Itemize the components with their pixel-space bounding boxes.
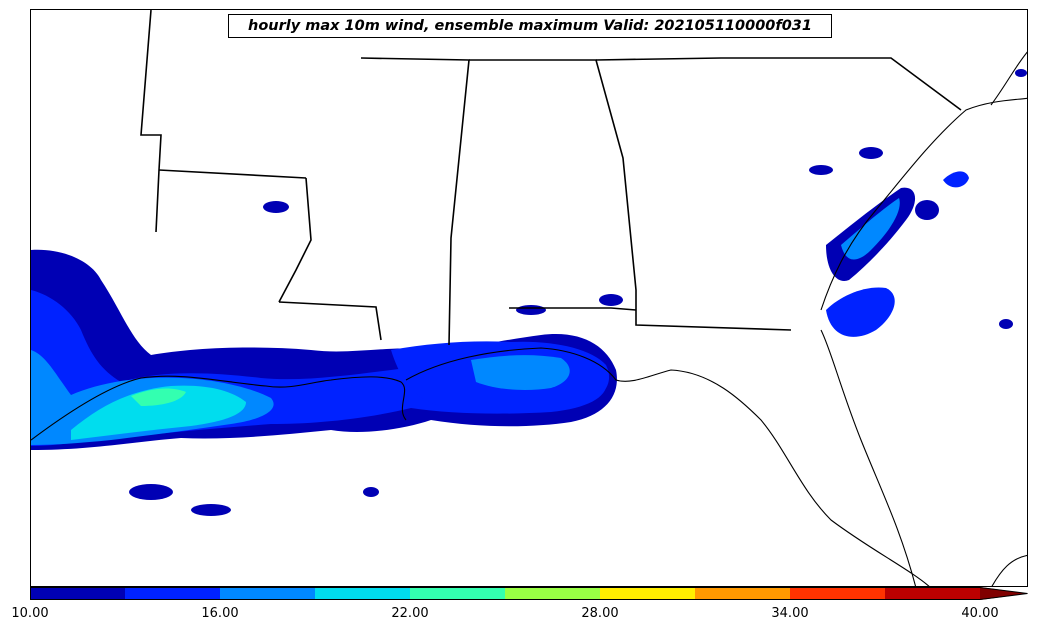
map-canvas — [31, 10, 1027, 586]
colorbar-tick-label: 22.00 — [391, 606, 429, 621]
colorbar-tick-label: 16.00 — [201, 606, 239, 621]
wind-contours — [31, 69, 1027, 516]
colorbar-outline — [30, 587, 1028, 600]
colorbar-segment — [600, 587, 696, 600]
coastline — [31, 51, 1027, 586]
colorbar-extend-arrow — [980, 587, 1028, 600]
colorbar-segment — [220, 587, 316, 600]
colorbar-segment — [315, 587, 411, 600]
colorbar-segment — [30, 587, 126, 600]
colorbar-segment — [410, 587, 506, 600]
colorbar-segment — [505, 587, 601, 600]
colorbar-segment — [125, 587, 221, 600]
colorbar-tick-label: 10.00 — [11, 606, 49, 621]
colorbar-tick-label: 34.00 — [771, 606, 809, 621]
colorbar-segment — [885, 587, 981, 600]
map-title: hourly max 10m wind, ensemble maximum Va… — [228, 14, 832, 38]
map-panel — [30, 9, 1028, 587]
colorbar-segment — [695, 587, 791, 600]
colorbar-tick-label: 28.00 — [581, 606, 619, 621]
colorbar — [30, 587, 1028, 600]
colorbar-tick-label: 40.00 — [961, 606, 999, 621]
colorbar-segment — [790, 587, 886, 600]
state-borders — [140, 10, 962, 346]
